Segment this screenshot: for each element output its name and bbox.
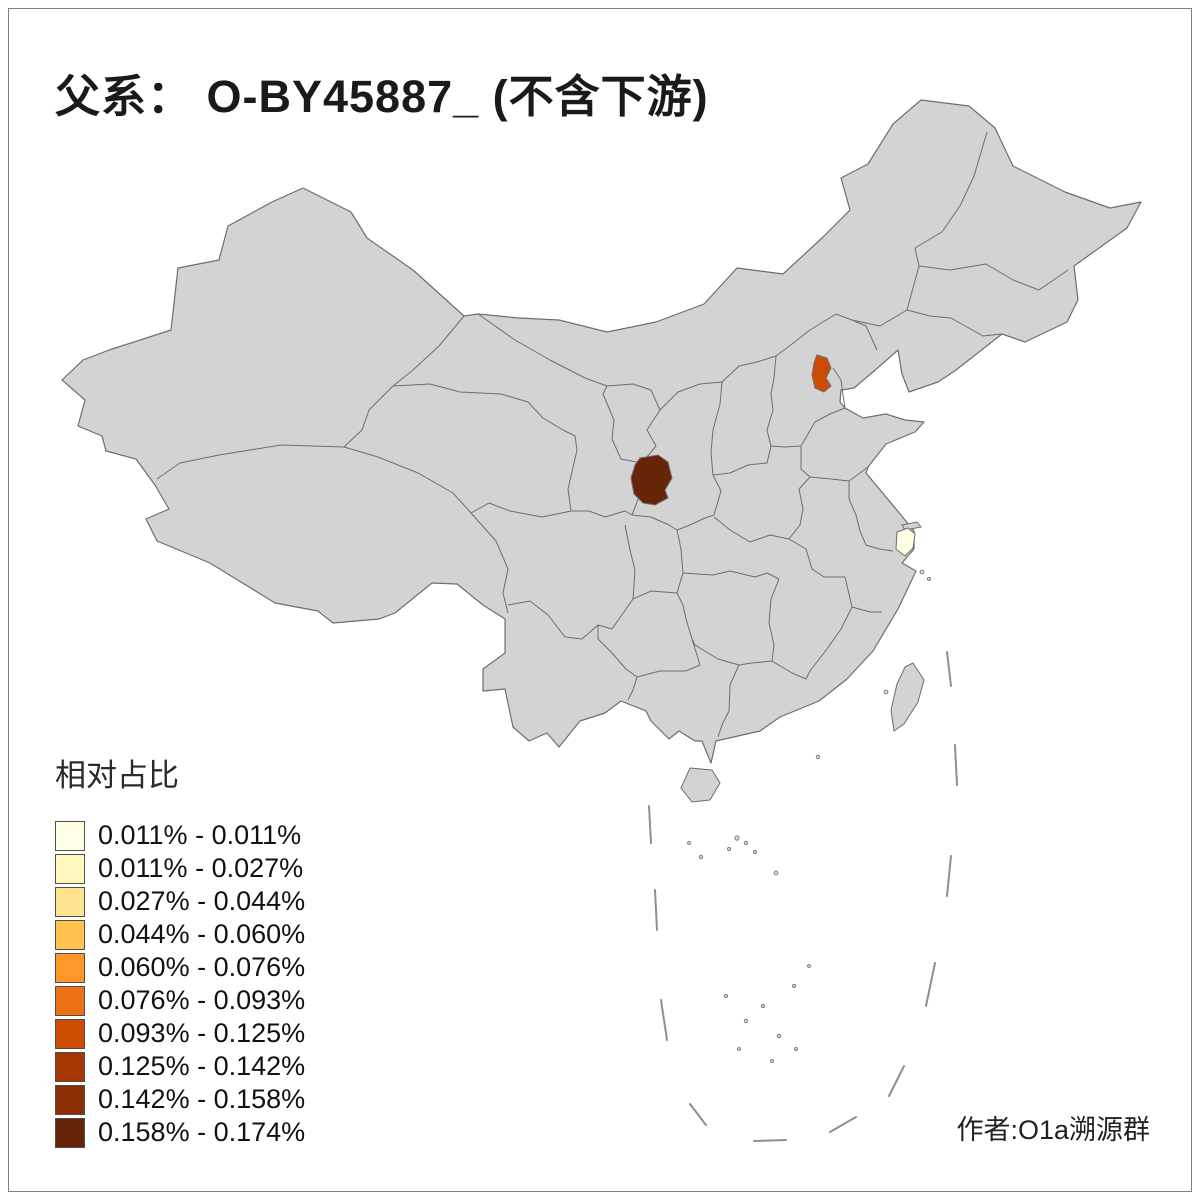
legend-label: 0.011% - 0.011% bbox=[98, 820, 302, 850]
legend-label: 0.093% - 0.125% bbox=[98, 1018, 306, 1048]
legend-label: 0.158% - 0.174% bbox=[98, 1117, 306, 1147]
legend-row: 0.027% - 0.044% bbox=[55, 885, 305, 918]
hainan-island bbox=[680, 767, 721, 803]
legend-swatch bbox=[55, 820, 85, 851]
legend-row: 0.011% - 0.011% bbox=[55, 819, 305, 852]
province-borders-east bbox=[713, 407, 894, 680]
legend-row: 0.060% - 0.076% bbox=[55, 951, 305, 984]
province-borders-west bbox=[156, 313, 608, 614]
mainland-outline bbox=[61, 99, 1142, 764]
legend-row: 0.044% - 0.060% bbox=[55, 918, 305, 951]
legend-swatch bbox=[55, 952, 85, 983]
legend-row: 0.076% - 0.093% bbox=[55, 984, 305, 1017]
province-borders-south bbox=[507, 524, 807, 738]
province-borders-northeast bbox=[775, 131, 1069, 409]
beijing-region bbox=[811, 354, 832, 393]
legend-label: 0.060% - 0.076% bbox=[98, 952, 306, 982]
taiwan-island bbox=[890, 662, 925, 732]
legend-row: 0.142% - 0.158% bbox=[55, 1083, 305, 1116]
legend-entries: 0.011% - 0.011% 0.011% - 0.027% 0.027% -… bbox=[55, 819, 305, 1149]
legend-label: 0.076% - 0.093% bbox=[98, 985, 306, 1015]
legend-row: 0.093% - 0.125% bbox=[55, 1017, 305, 1050]
central-highlight-region bbox=[630, 454, 673, 506]
author-credit: 作者:O1a溯源群 bbox=[956, 1115, 1150, 1145]
legend-swatch bbox=[55, 985, 85, 1016]
legend-row: 0.011% - 0.027% bbox=[55, 852, 305, 885]
legend-swatch bbox=[55, 919, 85, 950]
legend-label: 0.027% - 0.044% bbox=[98, 886, 306, 916]
legend-swatch bbox=[55, 1018, 85, 1049]
legend-swatch bbox=[55, 1117, 85, 1148]
legend-row: 0.158% - 0.174% bbox=[55, 1116, 305, 1149]
scs-islets bbox=[687, 569, 932, 1063]
legend-label: 0.044% - 0.060% bbox=[98, 919, 306, 949]
legend-title: 相对占比 bbox=[55, 758, 179, 793]
legend-swatch bbox=[55, 1051, 85, 1082]
legend-swatch bbox=[55, 886, 85, 917]
legend: 相对占比 0.011% - 0.011% 0.011% - 0.027% 0.0… bbox=[55, 750, 305, 1149]
nine-dash-line bbox=[648, 651, 958, 1142]
legend-label: 0.142% - 0.158% bbox=[98, 1084, 306, 1114]
legend-label: 0.125% - 0.142% bbox=[98, 1051, 306, 1081]
legend-swatch bbox=[55, 853, 85, 884]
page-title: 父系： O-BY45887_ (不含下游) bbox=[55, 71, 709, 122]
legend-row: 0.125% - 0.142% bbox=[55, 1050, 305, 1083]
legend-swatch bbox=[55, 1084, 85, 1115]
shanghai-region bbox=[895, 527, 916, 557]
legend-label: 0.011% - 0.027% bbox=[98, 853, 304, 883]
